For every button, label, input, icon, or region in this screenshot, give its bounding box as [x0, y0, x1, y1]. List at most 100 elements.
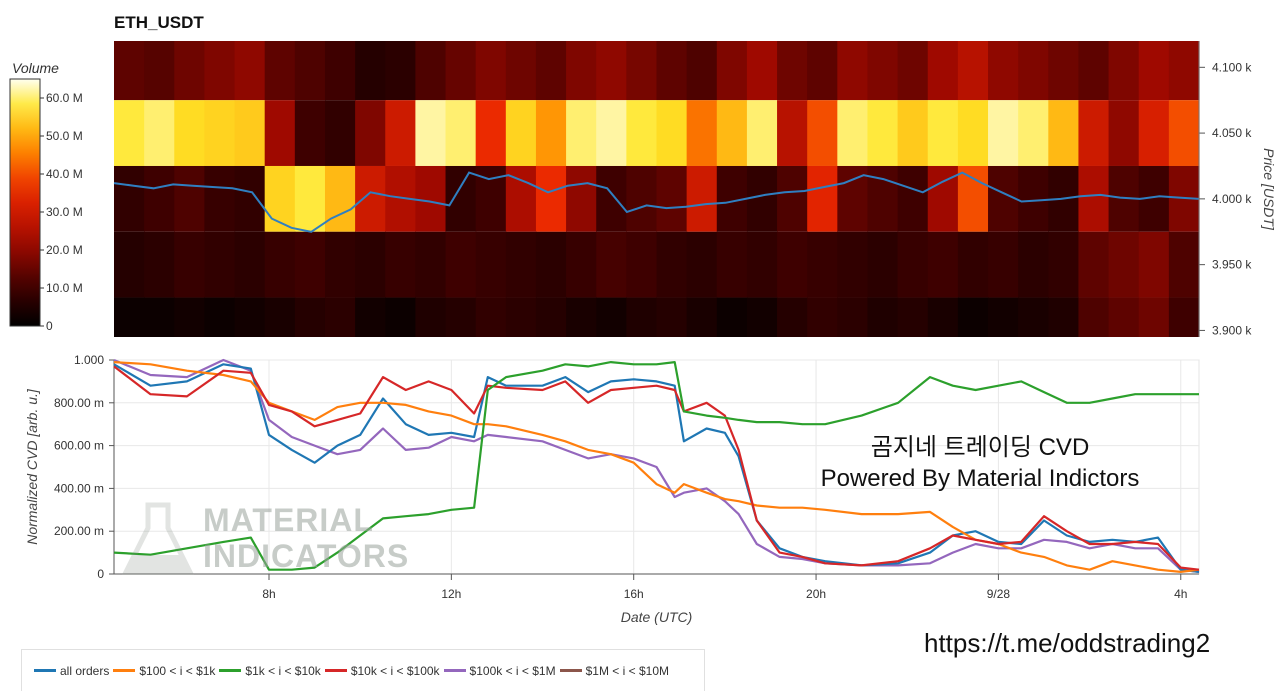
y-tick-label: 0	[97, 567, 104, 581]
heatmap-cell	[385, 231, 416, 298]
heatmap-cells	[114, 41, 1200, 337]
heatmap-cell	[957, 41, 989, 101]
y-tick-label: 1.000	[74, 353, 104, 367]
y-tick-label: 200.00 m	[54, 524, 104, 538]
y-tick-label: 600.00 m	[54, 439, 104, 453]
heatmap-cell	[1168, 297, 1200, 337]
heatmap-cell	[867, 100, 899, 166]
heatmap-cell	[535, 100, 567, 166]
heatmap-cell	[596, 100, 627, 166]
legend-item-100k-1m[interactable]: $100k < i < $1M	[443, 664, 556, 678]
legend-item-all-orders[interactable]: all orders	[34, 664, 109, 678]
heatmap-cell	[535, 297, 567, 337]
heatmap-cell	[716, 231, 748, 298]
price-tick-label: 3.900 k	[1212, 323, 1252, 337]
heatmap-cell	[445, 231, 477, 298]
legend-swatch	[324, 669, 347, 672]
heatmap-cell	[777, 165, 808, 232]
legend-item-10k-100k[interactable]: $10k < i < $100k	[324, 664, 440, 678]
colorbar-tick-label: 30.0 M	[46, 205, 83, 219]
heatmap-cell	[204, 231, 236, 298]
colorbar-tick-label: 60.0 M	[46, 91, 83, 105]
heatmap-cell	[1018, 165, 1049, 232]
heatmap-cell	[475, 100, 507, 166]
heatmap-cell	[927, 100, 959, 166]
heatmap-cell	[144, 100, 175, 166]
heatmap-cell	[385, 41, 416, 101]
x-tick-label: 9/28	[987, 587, 1011, 601]
price-tick-label: 4.000 k	[1212, 192, 1252, 206]
heatmap-cell	[1078, 41, 1110, 101]
legend-swatch	[219, 669, 242, 672]
heatmap-cell	[807, 165, 838, 232]
heatmap-cell	[716, 297, 748, 337]
heatmap-cell	[234, 231, 266, 298]
heatmap-cell	[445, 165, 477, 232]
colorbar	[9, 78, 41, 327]
heatmap-cell	[355, 297, 386, 337]
legend-swatch	[34, 669, 56, 672]
heatmap-cell	[566, 231, 597, 298]
legend-label: $100 < i < $1k	[139, 663, 216, 678]
heatmap-cell	[505, 231, 537, 298]
heatmap-cell	[566, 297, 597, 337]
heatmap-cell	[324, 165, 356, 232]
heatmap-cell	[746, 100, 778, 166]
heatmap-cell	[746, 41, 778, 101]
heatmap-cell	[566, 100, 597, 166]
heatmap-cell	[867, 165, 899, 232]
heatmap-cell	[837, 100, 869, 166]
cvd-series-line	[113, 363, 1200, 573]
heatmap-cell	[596, 165, 627, 232]
heatmap-cell	[1138, 100, 1170, 166]
cvd-series-line	[113, 361, 1200, 574]
heatmap-cell	[596, 231, 627, 298]
heatmap-cell	[535, 165, 567, 232]
legend-swatch	[113, 669, 136, 672]
x-tick-label: 20h	[806, 587, 826, 601]
heatmap-cell	[897, 100, 929, 166]
legend-item-100-1k[interactable]: $100 < i < $1k	[113, 664, 215, 678]
heatmap-cell	[144, 231, 175, 298]
colorbar-tick-label: 50.0 M	[46, 129, 83, 143]
heatmap-cell	[1018, 297, 1049, 337]
heatmap-cell	[1108, 41, 1140, 101]
heatmap-cell	[324, 231, 356, 298]
legend-item-1k-10k[interactable]: $1k < i < $10k	[219, 664, 321, 678]
heatmap-cell	[174, 100, 206, 166]
heatmap-cell	[144, 165, 175, 232]
x-tick-label: 8h	[262, 587, 275, 601]
heatmap-cell	[505, 297, 537, 337]
heatmap-cell	[264, 297, 296, 337]
heatmap-cell	[114, 297, 145, 337]
heatmap-cell	[204, 41, 236, 101]
heatmap-cell	[656, 100, 688, 166]
heatmap-cell	[837, 165, 869, 232]
heatmap-cell	[415, 231, 447, 298]
heatmap-cell	[566, 41, 597, 101]
heatmap-cell	[324, 100, 356, 166]
heatmap-cell	[837, 41, 869, 101]
heatmap-cell	[475, 297, 507, 337]
heatmap-cell	[234, 297, 266, 337]
heatmap-cell	[777, 231, 808, 298]
telegram-link[interactable]: https://t.me/oddstrading2	[924, 628, 1211, 658]
heatmap-cell	[1078, 231, 1110, 298]
heatmap-cell	[415, 41, 447, 101]
heatmap-cell	[415, 297, 447, 337]
heatmap-cell	[294, 41, 326, 101]
heatmap-cell	[988, 297, 1019, 337]
price-axis-title: Price [USDT]	[1261, 148, 1277, 231]
heatmap-cell	[264, 41, 296, 101]
heatmap-cell	[686, 41, 718, 101]
heatmap-cell	[1048, 100, 1080, 166]
heatmap-cell	[1018, 41, 1049, 101]
heatmap-cell	[746, 231, 778, 298]
heatmap-cell	[234, 41, 266, 101]
price-tick-label: 4.100 k	[1212, 60, 1252, 74]
heatmap-cell	[837, 297, 869, 337]
heatmap-cell	[927, 231, 959, 298]
heatmap-cell	[807, 297, 838, 337]
colorbar-title: Volume	[12, 60, 59, 76]
legend-item-1m-10m[interactable]: $1M < i < $10M	[559, 664, 669, 678]
